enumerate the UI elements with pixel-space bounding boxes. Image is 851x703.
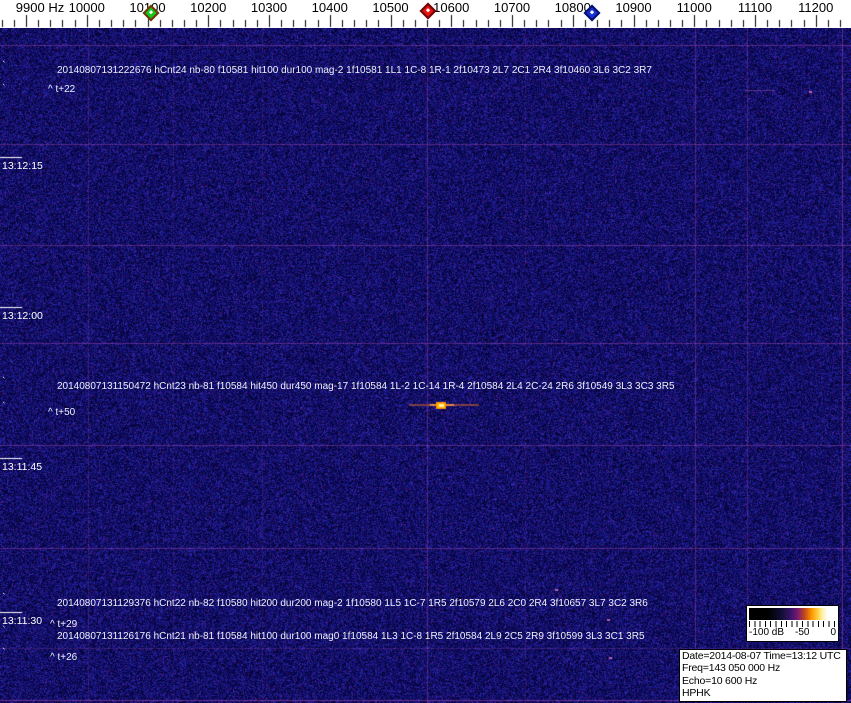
event-annotation: 20140807131222676 hCnt24 nb-80 f10581 hi…: [57, 65, 652, 76]
time-label: 13:11:45: [2, 461, 42, 473]
edge-tick-mark: `: [2, 595, 6, 601]
event-annotation: 20140807131129376 hCnt22 nb-82 f10580 hi…: [57, 598, 648, 609]
event-annotation: 20140807131150472 hCnt23 nb-81 f10584 hi…: [57, 381, 675, 392]
freq-label: 10900: [615, 0, 651, 15]
colorbar-label-mid: -50: [795, 627, 809, 638]
freq-label: 10200: [190, 0, 226, 15]
info-line-freq: Freq=143 050 000 Hz: [682, 662, 844, 674]
event-time-offset: ^ t+26: [50, 652, 77, 663]
marker-center-dot: [590, 10, 594, 14]
freq-label: 10300: [251, 0, 287, 15]
freq-label: 10700: [494, 0, 530, 15]
edge-tick-mark: `: [2, 379, 6, 385]
event-annotation: 20140807131126176 hCnt21 nb-81 f10584 hi…: [57, 631, 645, 642]
info-line-station: HPHK: [682, 687, 844, 699]
colorbar-gradient: [749, 608, 836, 620]
info-line-date: Date=2014-08-07 Time=13:12 UTC: [682, 650, 844, 662]
edge-tick-mark: `: [2, 650, 6, 656]
marker-center-dot: [149, 10, 153, 14]
frequency-ruler: 9900 Hz100001010010200103001040010500106…: [0, 0, 851, 28]
edge-tick-mark: `: [2, 86, 6, 92]
event-time-offset: ^ t+22: [48, 84, 75, 95]
colorbar-labels: -100 dB -50 0: [749, 627, 836, 639]
freq-label: 10500: [372, 0, 408, 15]
freq-label: 11100: [738, 0, 772, 15]
freq-label: 11000: [677, 0, 712, 15]
edge-tick-mark: `: [2, 628, 6, 634]
info-line-echo: Echo=10 600 Hz: [682, 675, 844, 687]
event-time-offset: ^ t+50: [48, 407, 75, 418]
colorbar-label-max: 0: [830, 627, 836, 638]
colorbar: -100 dB -50 0: [746, 605, 839, 642]
freq-label: 10000: [69, 0, 105, 15]
event-time-offset: ^ t+29: [50, 619, 77, 630]
status-info-box: Date=2014-08-07 Time=13:12 UTC Freq=143 …: [679, 649, 847, 702]
time-label: 13:12:15: [2, 160, 43, 172]
freq-label: 9900 Hz: [16, 0, 64, 15]
marker-center-dot: [426, 8, 430, 12]
freq-label: 11200: [798, 0, 833, 15]
freq-label: 10600: [433, 0, 469, 15]
freq-label: 10400: [312, 0, 348, 15]
time-label: 13:11:30: [2, 615, 42, 627]
meteor-spectrogram-app: 9900 Hz100001010010200103001040010500106…: [0, 0, 851, 703]
time-label: 13:12:00: [2, 310, 43, 322]
colorbar-label-min: -100 dB: [749, 627, 784, 638]
edge-tick-mark: `: [2, 63, 6, 69]
edge-tick-mark: `: [2, 404, 6, 410]
